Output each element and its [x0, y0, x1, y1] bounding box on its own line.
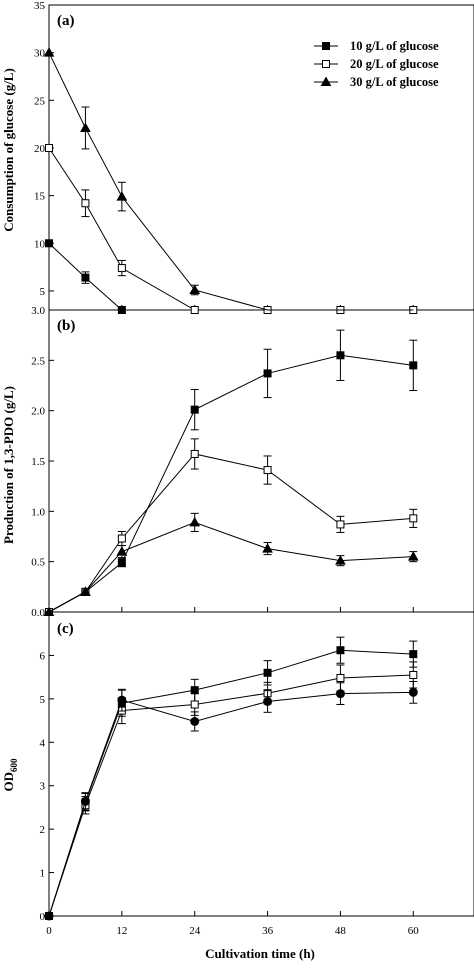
- panel-2-y-tick-label-5: 5: [40, 694, 46, 706]
- panel-1-series-1-point-3: [190, 449, 199, 458]
- panel-2-y-tick-label-3: 3: [40, 781, 46, 793]
- panel-1-series-0-point-6: [409, 361, 418, 370]
- panel-b-frame: [48, 309, 474, 613]
- panel-0-series-2-point-3: [189, 284, 201, 294]
- panel-1-series-1-point-2: [117, 534, 126, 543]
- panel-1-y-tick-label-1: 0.5: [31, 557, 45, 569]
- panel-1-y-tick-label-3: 1.5: [31, 456, 45, 468]
- x-axis-label: Cultivation time (h): [205, 946, 315, 961]
- panel-1-series-0-point-4: [263, 369, 272, 378]
- panel-0-y-tick-label-7: 35: [34, 0, 46, 12]
- legend: 10 g/L of glucose 20 g/L of glucose 30 g…: [314, 39, 439, 89]
- panel-2-series-0-point-6: [409, 650, 418, 659]
- panel-2-series-2-point-1: [80, 796, 90, 806]
- panel-0-series-1-line: [48, 147, 414, 311]
- panel-1-series-2-point-5: [335, 555, 346, 565]
- x-tick-label-5: 60: [408, 925, 420, 937]
- panel-0-series-0-point-1: [81, 273, 90, 282]
- panel-1-series-0-line: [48, 354, 414, 613]
- panel-1-series-0-point-5: [336, 351, 345, 360]
- panel-2-series-0-point-3: [190, 686, 199, 695]
- panel-1-series-1-point-6: [409, 514, 418, 523]
- panel-2-series-0-line: [48, 649, 414, 917]
- panel-1-series-2-point-0: [43, 606, 55, 616]
- panel-2-series-2-point-6: [408, 687, 418, 697]
- panel-1-y-tick-label-0: 0.0: [31, 607, 45, 619]
- legend-marker-20g: [322, 60, 330, 68]
- panel-0-series-2-line: [48, 52, 414, 311]
- panel-1-series-0-point-3: [190, 405, 199, 414]
- panel-c-y-axis-label: OD600: [1, 758, 19, 792]
- panel-c-frame: [48, 611, 474, 917]
- od-subscript: 600: [9, 758, 19, 772]
- legend-label-10g: 10 g/L of glucose: [350, 39, 439, 53]
- panel-2-y-tick-label-4: 4: [40, 737, 46, 749]
- panel-1-series-2-point-3: [189, 516, 201, 527]
- panel-1-series-2-point-2: [116, 546, 128, 556]
- panel-2-series-2-point-5: [335, 689, 345, 699]
- x-tick-label-1: 12: [116, 925, 127, 937]
- panel-0-y-tick-label-5: 25: [34, 95, 46, 107]
- panel-a-label: (a): [57, 13, 75, 29]
- panel-1-series-2-point-4: [262, 543, 273, 553]
- panel-0-y-tick-label-2: 10: [34, 238, 46, 250]
- panel-0-series-2-point-1: [80, 122, 91, 132]
- x-tick-label-0: 0: [46, 925, 52, 937]
- panel-2-series-0-point-5: [336, 646, 345, 655]
- panel-2-series-1-point-3: [190, 700, 199, 709]
- panel-0-series-2-point-0: [43, 47, 55, 57]
- legend-marker-10g: [322, 42, 330, 50]
- panel-1-y-tick-label-2: 1.0: [31, 506, 45, 518]
- panel-0-y-tick-label-3: 15: [34, 191, 46, 203]
- panel-0-series-1-point-1: [81, 199, 90, 208]
- panel-1-series-2-point-1: [80, 586, 91, 596]
- panel-2-series-2-point-3: [190, 716, 200, 726]
- panel-2-series-0-point-4: [263, 668, 272, 677]
- panel-2-y-tick-label-2: 2: [40, 824, 46, 836]
- legend-label-30g: 30 g/L of glucose: [350, 75, 439, 89]
- panel-1-series-1-line: [48, 453, 414, 613]
- panel-0-series-0-point-0: [45, 239, 53, 248]
- panel-b-y-axis-label: Production of 1,3-PDO (g/L): [1, 386, 16, 544]
- od-label: OD: [1, 772, 16, 792]
- panel-b-label: (b): [57, 318, 75, 334]
- panel-1-series-1-point-4: [263, 466, 272, 475]
- panel-0-y-tick-label-6: 30: [34, 48, 46, 60]
- panel-0-y-tick-label-4: 20: [34, 143, 46, 155]
- legend-marker-30g: [320, 76, 332, 86]
- panel-0-series-2-point-2: [116, 191, 128, 201]
- panel-2-y-tick-label-6: 6: [40, 650, 46, 662]
- panel-1-y-tick-label-5: 2.5: [31, 355, 45, 367]
- panel-0-series-0-point-2: [117, 306, 126, 314]
- x-tick-label-4: 48: [335, 925, 347, 937]
- panel-1-y-tick-label-4: 2.0: [31, 406, 45, 418]
- x-tick-label-3: 36: [262, 925, 274, 937]
- panel-2-y-tick-label-1: 1: [40, 868, 46, 880]
- panel-2-series-1-point-6: [409, 670, 418, 679]
- panel-1-series-0-point-2: [117, 558, 126, 567]
- panel-1-series-2-point-6: [407, 551, 419, 561]
- panel-2-series-2-line: [48, 691, 414, 917]
- legend-label-20g: 20 g/L of glucose: [350, 57, 439, 71]
- panel-a-y-axis-label: Consumption of glucose (g/L): [1, 68, 16, 232]
- panel-c-label: (c): [57, 621, 74, 637]
- panel-0-y-tick-label-1: 5: [40, 286, 46, 298]
- panel-0-y-tick-label-0: 3.0: [31, 305, 45, 317]
- panel-2-y-tick-label-0: 0: [40, 911, 46, 923]
- panel-1-series-1-point-5: [336, 520, 345, 529]
- panel-0-series-1-point-0: [45, 143, 53, 152]
- panel-2-series-2-point-4: [263, 696, 273, 706]
- panel-1-series-2-line: [48, 521, 414, 613]
- panel-2-series-2-point-0: [44, 911, 54, 921]
- panel-0-series-1-point-3: [190, 306, 199, 314]
- panel-2-series-1-point-5: [336, 674, 345, 683]
- x-tick-label-2: 24: [189, 925, 201, 937]
- panel-2-series-2-point-2: [117, 695, 127, 705]
- panel-0-series-1-point-2: [117, 264, 126, 273]
